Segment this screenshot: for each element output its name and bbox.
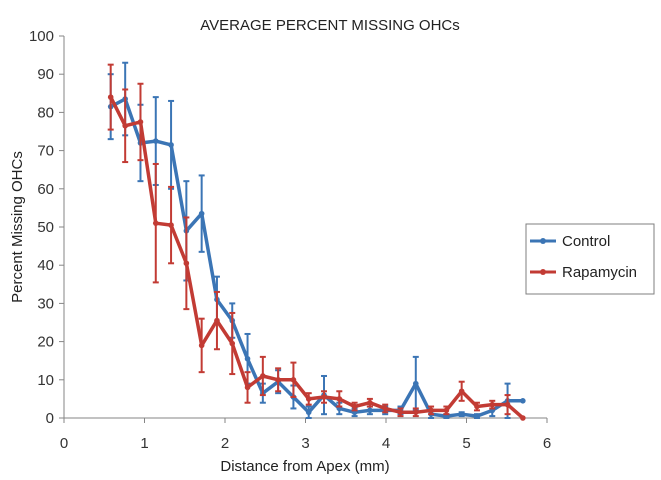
y-tick-label: 80 [37,104,54,121]
data-point [305,409,312,416]
y-tick-label: 0 [46,410,54,427]
data-point [489,401,496,408]
series-line [109,97,523,418]
y-tick-label: 100 [29,28,54,45]
data-point [137,119,144,125]
data-point [367,407,373,414]
data-point [198,342,205,349]
series-layer [107,61,526,421]
legend-marker-control [540,238,546,244]
data-point [107,94,114,100]
y-tick-label: 50 [37,219,54,236]
data-point [275,377,281,383]
y-tick-label: 70 [37,143,54,160]
y-axis-title: Percent Missing OHCs [9,151,26,303]
data-point [168,222,174,228]
legend-marker-rapamycin [540,269,546,275]
y-tick-label: 90 [37,66,54,83]
data-point [397,409,404,416]
data-point [367,399,373,406]
data-point [198,210,205,217]
x-tick-label: 3 [301,435,309,452]
data-point [428,407,434,414]
data-point [122,122,128,129]
y-tick-label: 60 [37,181,54,198]
data-point [290,377,297,383]
data-point [214,317,220,324]
data-point [244,384,251,391]
data-point [520,398,526,404]
data-point [321,394,327,400]
legend-label-rapamycin: Rapamycin [562,264,637,281]
data-point [168,142,174,148]
data-point [474,413,480,419]
data-point [474,403,480,410]
x-tick-label: 0 [60,435,68,452]
data-point [244,355,251,362]
data-point [229,340,236,347]
legend-box [525,223,655,295]
x-tick-label: 6 [543,435,551,452]
legend: Control Rapamycin [525,223,655,295]
data-point [351,403,358,410]
legend-label-control: Control [562,233,610,250]
data-point [382,405,388,412]
series-line [109,96,525,420]
data-point [443,407,450,414]
data-point [260,373,266,379]
data-point [305,396,312,402]
y-tick-label: 20 [37,334,54,351]
x-axis-ticks: 0 1 2 3 4 5 6 [60,418,551,452]
x-tick-label: 5 [462,435,470,452]
data-point [183,260,190,267]
x-tick-label: 2 [221,435,229,452]
data-point [504,401,511,408]
data-point [336,396,343,402]
y-axis-ticks: 0 10 20 30 40 50 60 70 80 90 100 [29,28,64,427]
series-rapamycin [107,63,526,421]
chart-title: AVERAGE PERCENT MISSING OHCs [200,17,460,34]
y-tick-label: 30 [37,295,54,312]
data-point [412,409,419,416]
data-point [458,388,465,395]
x-axis-title: Distance from Apex (mm) [220,458,389,475]
x-tick-label: 1 [140,435,148,452]
data-point [458,411,465,417]
x-tick-label: 4 [382,435,390,452]
y-tick-label: 10 [37,372,54,389]
data-point [520,415,526,421]
data-point [152,220,159,226]
data-point [412,380,419,387]
y-tick-label: 40 [37,257,54,274]
data-point [152,138,159,144]
